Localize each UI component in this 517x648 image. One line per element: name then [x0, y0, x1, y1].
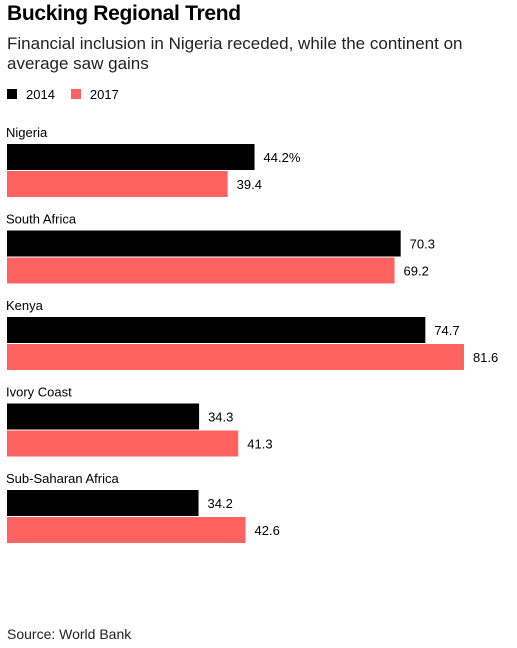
category-label-south-africa: South Africa	[6, 212, 77, 227]
data-label-ivory-coast-2017: 41.3	[247, 437, 272, 452]
data-label-sub-saharan-africa-2014: 34.2	[208, 496, 233, 511]
category-label-kenya: Kenya	[6, 298, 44, 313]
bar-south-africa-2017	[7, 257, 395, 284]
legend-item-2014: 2014	[7, 87, 55, 102]
data-label-kenya-2014: 74.7	[434, 323, 459, 338]
data-label-nigeria-2014: 44.2%	[264, 150, 301, 165]
category-label-sub-saharan-africa: Sub-Saharan Africa	[6, 471, 120, 486]
bar-nigeria-2017	[7, 171, 228, 197]
bar-nigeria-2014	[7, 144, 255, 170]
category-label-ivory-coast: Ivory Coast	[6, 385, 72, 400]
bar-sub-saharan-africa-2014	[7, 490, 199, 516]
bar-south-africa-2014	[7, 230, 401, 257]
legend-swatch-2014	[7, 89, 17, 99]
legend: 2014 2017	[7, 86, 135, 102]
data-label-sub-saharan-africa-2017: 42.6	[255, 523, 280, 538]
legend-label-2014: 2014	[26, 86, 55, 102]
category-label-nigeria: Nigeria	[6, 125, 48, 140]
data-label-south-africa-2017: 69.2	[404, 264, 429, 279]
legend-label-2017: 2017	[89, 86, 119, 102]
bar-ivory-coast-2017	[7, 430, 239, 457]
chart-title: Bucking Regional Trend	[7, 2, 241, 25]
data-label-kenya-2017: 81.6	[473, 350, 498, 365]
bar-sub-saharan-africa-2017	[7, 517, 246, 543]
chart-subtitle: Financial inclusion in Nigeria receded, …	[7, 34, 463, 73]
data-label-nigeria-2017: 39.4	[237, 177, 262, 192]
data-label-ivory-coast-2014: 34.3	[208, 410, 233, 425]
data-label-south-africa-2014: 70.3	[410, 237, 435, 252]
bar-kenya-2014	[7, 317, 426, 343]
legend-item-2017: 2017	[70, 86, 119, 102]
bar-ivory-coast-2014	[7, 403, 200, 430]
source-note: Source: World Bank	[7, 626, 132, 642]
legend-swatch-2017	[70, 89, 81, 99]
bar-kenya-2017	[7, 344, 464, 370]
